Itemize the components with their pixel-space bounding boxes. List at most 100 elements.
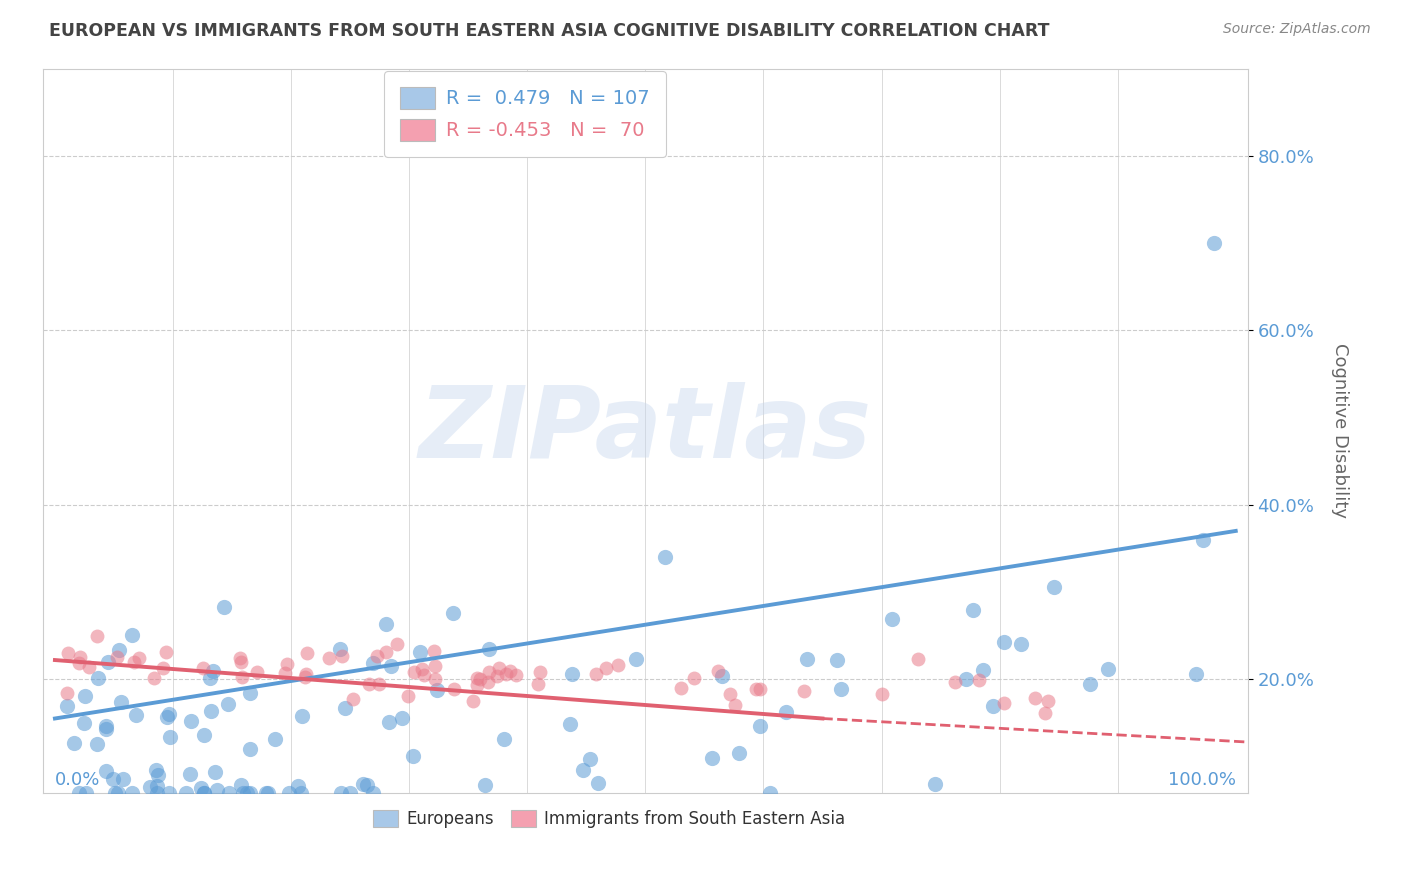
Point xyxy=(478,665,501,680)
Point xyxy=(110,695,132,709)
Point xyxy=(396,690,419,704)
Point xyxy=(1184,667,1206,681)
Point xyxy=(69,650,91,665)
Point xyxy=(318,651,340,665)
Point xyxy=(793,684,815,698)
Point xyxy=(1191,533,1213,547)
Point xyxy=(425,672,447,686)
Point xyxy=(1024,691,1046,706)
Point xyxy=(239,786,262,800)
Point xyxy=(728,746,751,760)
Point xyxy=(558,717,581,731)
Text: ZIPatlas: ZIPatlas xyxy=(419,382,872,479)
Point xyxy=(146,780,169,794)
Point xyxy=(231,670,253,684)
Point xyxy=(86,630,108,644)
Point xyxy=(962,603,984,617)
Point xyxy=(924,776,946,790)
Point xyxy=(202,664,225,678)
Point xyxy=(1010,636,1032,650)
Point xyxy=(276,657,298,672)
Point xyxy=(193,786,215,800)
Point xyxy=(1033,706,1056,720)
Point xyxy=(465,671,488,685)
Point xyxy=(1080,677,1102,691)
Text: 0.0%: 0.0% xyxy=(55,771,100,789)
Point xyxy=(232,786,254,800)
Legend: Europeans, Immigrants from South Eastern Asia: Europeans, Immigrants from South Eastern… xyxy=(367,804,852,835)
Point xyxy=(335,700,357,714)
Point xyxy=(290,786,312,800)
Point xyxy=(155,709,177,723)
Point xyxy=(174,786,197,800)
Point xyxy=(366,648,388,663)
Point xyxy=(264,732,287,747)
Point xyxy=(993,635,1015,649)
Point xyxy=(945,674,967,689)
Point xyxy=(107,643,129,657)
Point xyxy=(505,668,527,682)
Point xyxy=(205,783,228,797)
Point xyxy=(122,655,145,669)
Point xyxy=(94,719,117,733)
Point xyxy=(330,649,353,664)
Point xyxy=(190,780,212,795)
Point xyxy=(239,742,262,756)
Point xyxy=(702,751,724,765)
Point xyxy=(274,665,297,680)
Point xyxy=(478,642,501,657)
Point xyxy=(107,786,129,800)
Point xyxy=(495,667,517,681)
Point xyxy=(775,705,797,719)
Point xyxy=(79,659,101,673)
Point xyxy=(748,682,770,697)
Point xyxy=(155,645,177,659)
Point xyxy=(368,676,391,690)
Point xyxy=(361,786,384,800)
Point xyxy=(474,778,496,792)
Point xyxy=(385,637,408,651)
Point xyxy=(423,659,446,673)
Point xyxy=(981,698,1004,713)
Point xyxy=(55,699,77,714)
Point xyxy=(94,723,117,737)
Point xyxy=(239,686,262,700)
Point xyxy=(529,665,551,679)
Point xyxy=(1097,662,1119,676)
Point xyxy=(825,653,848,667)
Point xyxy=(217,697,239,711)
Point xyxy=(654,550,676,565)
Point xyxy=(468,672,491,686)
Point xyxy=(745,681,768,696)
Point xyxy=(143,671,166,685)
Point xyxy=(67,656,90,670)
Point xyxy=(870,687,893,701)
Point xyxy=(441,606,464,620)
Point xyxy=(595,661,617,675)
Point xyxy=(179,767,201,781)
Point xyxy=(759,786,782,800)
Point xyxy=(200,704,222,718)
Point xyxy=(257,786,280,800)
Point xyxy=(73,716,96,731)
Point xyxy=(669,681,692,695)
Text: EUROPEAN VS IMMIGRANTS FROM SOUTH EASTERN ASIA COGNITIVE DISABILITY CORRELATION : EUROPEAN VS IMMIGRANTS FROM SOUTH EASTER… xyxy=(49,22,1050,40)
Point xyxy=(413,668,436,682)
Point xyxy=(287,780,309,794)
Point xyxy=(579,752,602,766)
Point xyxy=(246,665,269,680)
Point xyxy=(527,677,550,691)
Point xyxy=(86,737,108,751)
Point xyxy=(477,675,499,690)
Point xyxy=(356,778,378,792)
Point xyxy=(218,786,240,800)
Point xyxy=(295,646,318,660)
Point xyxy=(214,599,236,614)
Point xyxy=(624,651,647,665)
Point xyxy=(342,692,364,706)
Point xyxy=(485,669,508,683)
Point xyxy=(378,714,401,729)
Point xyxy=(359,677,381,691)
Point xyxy=(125,708,148,723)
Point xyxy=(121,786,143,800)
